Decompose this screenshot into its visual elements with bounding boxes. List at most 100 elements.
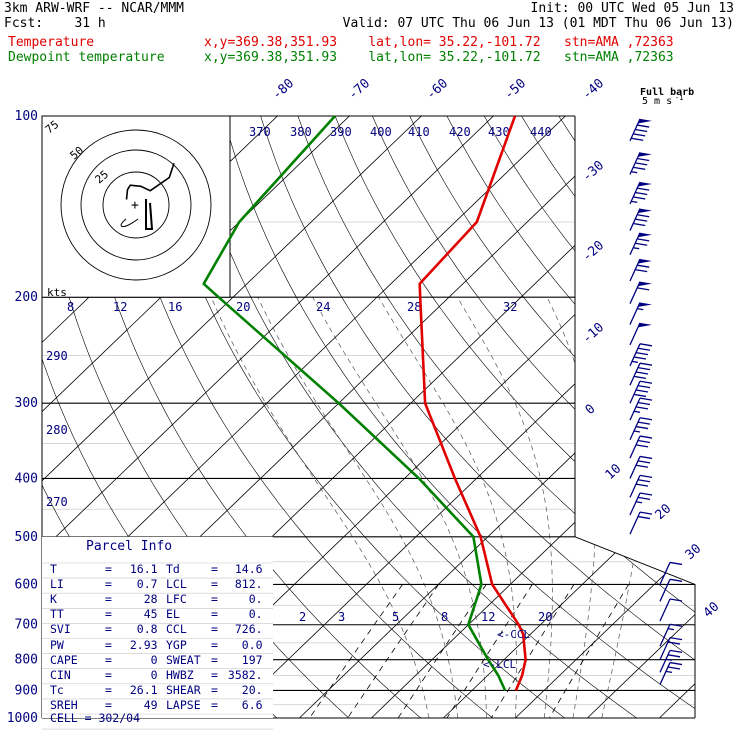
isotherm-label: -40	[580, 76, 607, 103]
isotherm	[731, 116, 740, 718]
wind-barb-staff	[659, 598, 671, 622]
ccl-annotation: <-CCL	[497, 628, 530, 641]
dry-adiabat	[633, 116, 695, 718]
wind-barb-full	[637, 157, 650, 162]
isotherm-label: -70	[346, 76, 373, 103]
parcel-info-value: 0.7	[116, 577, 158, 592]
pressure-label: 900	[15, 683, 38, 698]
isotherm	[42, 116, 494, 718]
parcel-info-value: 14.6	[221, 562, 263, 576]
hodograph-units: kts	[47, 286, 67, 299]
wind-barb-full	[635, 162, 648, 166]
wind-barb	[629, 455, 653, 479]
wind-barb-full	[637, 421, 651, 425]
parcel-info-value: 20.	[221, 682, 263, 697]
dewpoint-trace	[202, 115, 507, 692]
wind-barb-full	[637, 187, 650, 191]
parcel-info-value: 0	[116, 652, 158, 667]
theta-label: 390	[330, 125, 352, 139]
pressure-label: 400	[15, 471, 38, 486]
wind-barb	[629, 208, 652, 231]
wind-barb-staff	[659, 623, 671, 647]
wind-barb-half	[633, 247, 640, 250]
wind-barb-full	[639, 474, 653, 478]
wind-barb-half	[637, 308, 644, 311]
dewpoint-location: x,y=369.38,351.93 lat,lon= 35.22,-101.72…	[204, 50, 674, 65]
isotherm-label: -30	[580, 158, 607, 185]
theta-left-label: 290	[46, 349, 68, 363]
pressure-label: 700	[15, 618, 38, 633]
parcel-info-equals: =	[105, 682, 112, 697]
theta-label: 410	[408, 125, 430, 139]
mixing-ratio-line	[549, 584, 629, 718]
wind-barb-flag	[638, 322, 652, 328]
dry-adiabat	[708, 116, 740, 718]
mixing-ratio-label: 3	[338, 610, 345, 624]
wind-barb-staff	[629, 435, 641, 459]
parcel-info-equals: =	[105, 592, 112, 607]
wind-barb-full	[669, 661, 683, 666]
wind-barb	[629, 435, 653, 459]
wind-barb-flag	[638, 118, 652, 124]
hodograph-low-level-trace	[120, 218, 139, 227]
wind-barb-flag	[638, 152, 652, 157]
dry-adiabat	[409, 116, 695, 718]
wind-barb-half	[631, 200, 638, 203]
wind-barb-full	[639, 380, 653, 384]
hodograph-axis-label: 12	[113, 300, 127, 314]
wind-barb-half	[635, 501, 643, 504]
wind-barb-flag	[638, 208, 652, 213]
wind-barb-staff	[629, 181, 641, 205]
temperature-location: x,y=369.38,351.93 lat,lon= 35.22,-101.72…	[204, 35, 674, 50]
hodograph-axis-label: 20	[236, 300, 250, 314]
wind-barb-full	[667, 666, 681, 670]
mixing-ratio-line	[309, 584, 403, 718]
wind-barb-full	[637, 384, 651, 389]
wind-barb-full	[637, 124, 650, 128]
wind-barb-staff	[659, 562, 671, 585]
mixing-ratio-label: 8	[441, 610, 448, 624]
parcel-info-key: T	[50, 562, 57, 576]
parcel-info-equals: =	[211, 562, 218, 576]
moist-adiabat	[456, 297, 553, 718]
parcel-info-value: 812.	[221, 577, 263, 592]
wind-barb-full	[635, 464, 649, 468]
wind-barb-flag	[638, 232, 652, 238]
pressure-label: 300	[15, 396, 38, 411]
wind-barb-staff	[659, 650, 671, 673]
parcel-info-key: LCL	[166, 577, 187, 592]
parcel-info-equals: =	[211, 637, 218, 652]
isotherm-label: 20	[653, 501, 675, 523]
parcel-info-equals: =	[105, 562, 112, 576]
parcel-info-equals: =	[211, 697, 218, 712]
wind-barb-full	[639, 343, 653, 347]
wind-barb-full	[639, 492, 653, 496]
wind-barb-staff	[629, 152, 641, 175]
dry-adiabat	[111, 116, 493, 718]
hodograph-storm-mark	[145, 199, 154, 230]
wind-barb	[629, 322, 652, 346]
theta-label: 380	[290, 125, 312, 139]
parcel-info-equals: =	[105, 607, 112, 622]
parcel-info-key: SVI	[50, 622, 71, 637]
wind-barb-full	[637, 479, 651, 483]
parcel-info-key: CAPE	[50, 652, 78, 667]
wind-barb-staff	[629, 258, 641, 282]
wind-barb-full	[635, 242, 648, 246]
dry-adiabat	[260, 116, 695, 718]
parcel-info-key: PW	[50, 637, 64, 652]
wind-barb-staff	[629, 380, 641, 404]
hodograph-axis-label: 28	[407, 300, 421, 314]
wind-barb-staff	[659, 579, 671, 602]
moist-adiabat	[312, 297, 487, 718]
pressure-label: 200	[15, 290, 38, 305]
parcel-info-equals: =	[211, 682, 218, 697]
parcel-info-key: CCL	[166, 622, 187, 637]
wind-barb	[659, 561, 683, 585]
wind-barb-full	[637, 366, 651, 371]
wind-barb-full	[667, 641, 681, 645]
parcel-info-key: LFC	[166, 592, 187, 607]
isotherm-label: -20	[580, 238, 607, 265]
wind-barb-full	[639, 435, 653, 439]
wind-barb	[629, 181, 652, 205]
